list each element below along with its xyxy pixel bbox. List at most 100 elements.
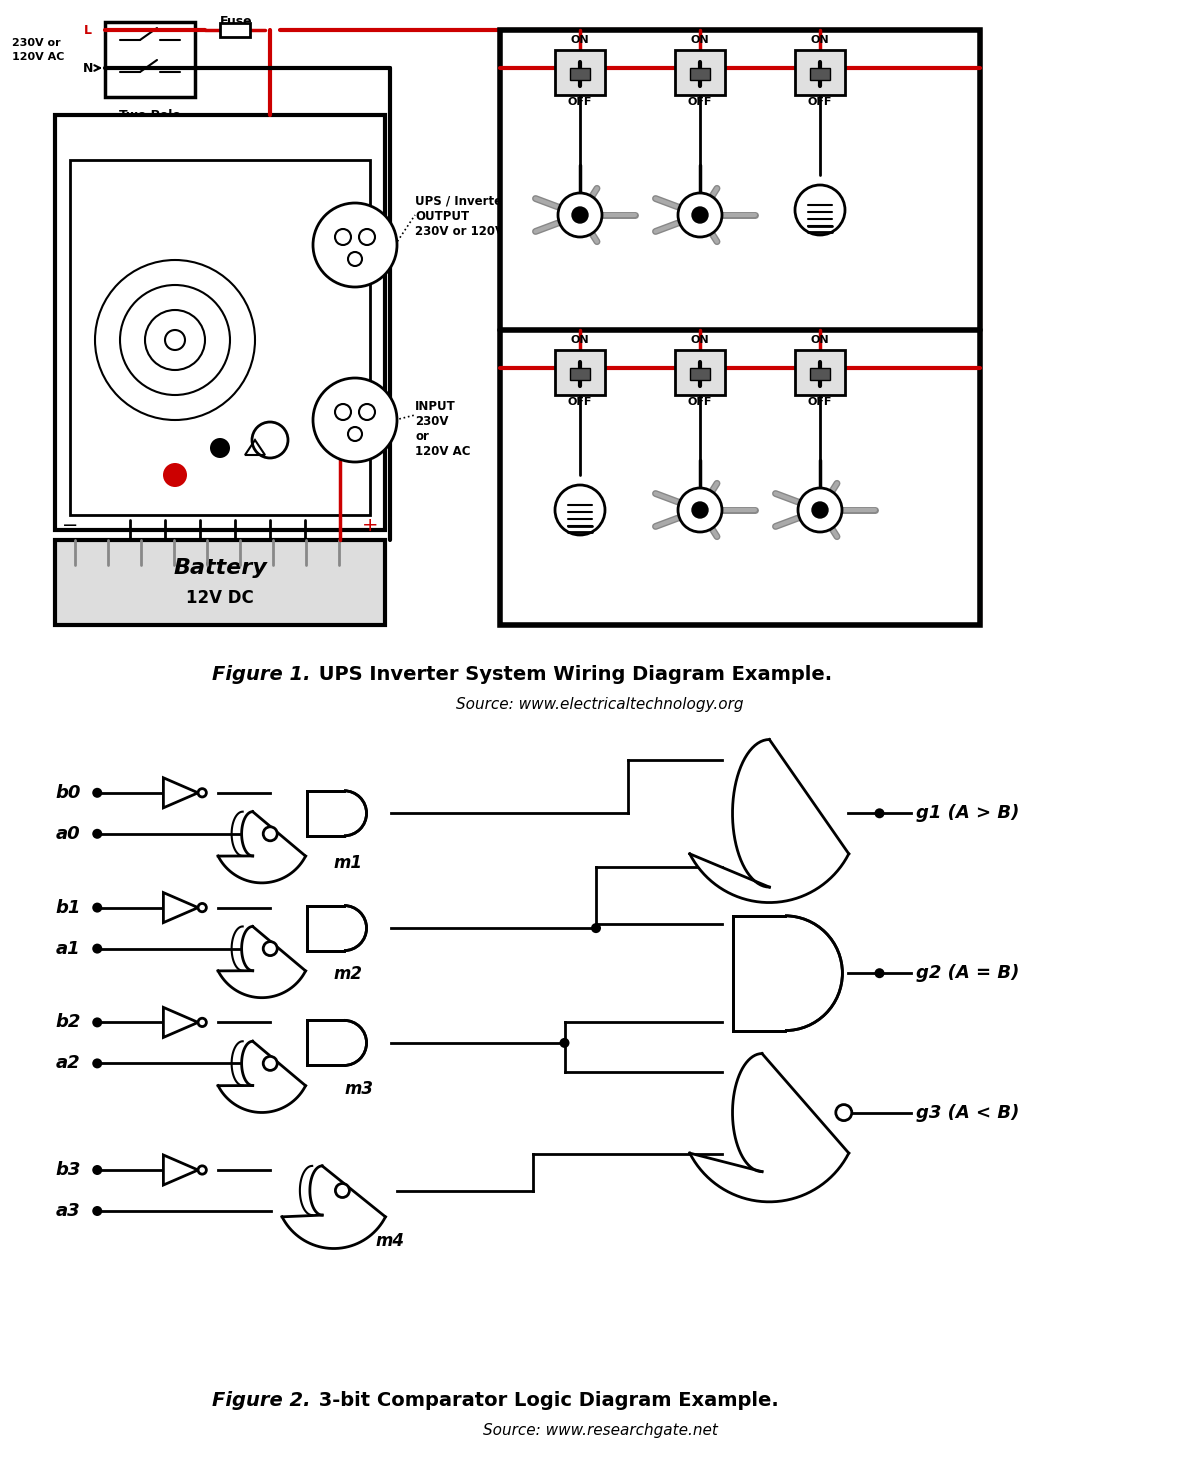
- Polygon shape: [690, 739, 848, 903]
- Text: a2: a2: [55, 1055, 80, 1072]
- Text: OFF: OFF: [568, 97, 592, 108]
- Text: b0: b0: [55, 784, 80, 801]
- Text: m2: m2: [334, 965, 362, 982]
- Text: +: +: [361, 516, 378, 535]
- Text: a3: a3: [55, 1202, 80, 1220]
- Circle shape: [678, 488, 722, 532]
- Circle shape: [92, 829, 102, 838]
- Circle shape: [796, 186, 845, 236]
- Text: a1: a1: [55, 940, 80, 957]
- Text: Figure 2.: Figure 2.: [211, 1391, 310, 1410]
- Text: OFF: OFF: [688, 398, 712, 407]
- Circle shape: [335, 1183, 349, 1198]
- Text: 230V or: 230V or: [12, 38, 61, 49]
- Circle shape: [348, 252, 362, 267]
- Text: g2 (A = B): g2 (A = B): [917, 965, 1020, 982]
- Bar: [796, 50, 845, 94]
- Text: Fuse: Fuse: [220, 15, 253, 28]
- Circle shape: [198, 788, 206, 797]
- Text: OFF: OFF: [808, 97, 832, 108]
- Polygon shape: [163, 893, 198, 922]
- Polygon shape: [282, 1167, 385, 1249]
- Text: ON: ON: [691, 334, 709, 345]
- Circle shape: [692, 502, 708, 518]
- Polygon shape: [218, 1041, 306, 1112]
- Text: a0: a0: [55, 825, 80, 843]
- Polygon shape: [163, 778, 198, 807]
- Polygon shape: [163, 1008, 198, 1037]
- Bar: [674, 50, 725, 94]
- Polygon shape: [163, 1155, 198, 1184]
- Circle shape: [145, 309, 205, 370]
- Circle shape: [359, 228, 374, 245]
- Bar: [55, 115, 385, 530]
- Bar: [220, 24, 250, 37]
- Text: m4: m4: [376, 1231, 404, 1249]
- Circle shape: [92, 1018, 102, 1027]
- Text: Source: www.researchgate.net: Source: www.researchgate.net: [482, 1423, 718, 1438]
- Text: ON: ON: [691, 35, 709, 46]
- Circle shape: [559, 1038, 570, 1047]
- Text: Switch: Switch: [127, 124, 173, 136]
- Polygon shape: [344, 906, 366, 950]
- Circle shape: [163, 463, 187, 488]
- Text: ON: ON: [811, 334, 829, 345]
- Text: −: −: [62, 516, 78, 535]
- Text: ON: ON: [571, 35, 589, 46]
- Circle shape: [678, 193, 722, 237]
- Circle shape: [92, 1165, 102, 1175]
- Circle shape: [263, 941, 277, 956]
- Text: b1: b1: [55, 899, 80, 916]
- Circle shape: [335, 228, 352, 245]
- Circle shape: [812, 502, 828, 518]
- Circle shape: [198, 1165, 206, 1174]
- Text: 120V AC: 120V AC: [12, 52, 65, 62]
- Circle shape: [836, 1105, 852, 1121]
- Circle shape: [313, 379, 397, 463]
- Circle shape: [554, 485, 605, 535]
- Bar: [690, 368, 710, 380]
- Circle shape: [92, 1059, 102, 1068]
- Text: UPS Inverter System Wiring Diagram Example.: UPS Inverter System Wiring Diagram Examp…: [312, 666, 832, 685]
- Circle shape: [313, 203, 397, 287]
- Circle shape: [875, 809, 884, 819]
- Text: Figure 1.: Figure 1.: [211, 666, 310, 685]
- Circle shape: [875, 968, 884, 978]
- Circle shape: [210, 437, 230, 458]
- Bar: [570, 68, 590, 80]
- Text: g1 (A > B): g1 (A > B): [917, 804, 1020, 822]
- Circle shape: [263, 826, 277, 841]
- Circle shape: [252, 421, 288, 458]
- Polygon shape: [344, 1021, 366, 1065]
- Circle shape: [558, 193, 602, 237]
- Circle shape: [335, 404, 352, 420]
- Text: N: N: [83, 62, 94, 75]
- Text: INPUT: INPUT: [415, 401, 456, 412]
- Circle shape: [198, 1018, 206, 1027]
- Text: g3 (A < B): g3 (A < B): [917, 1103, 1020, 1121]
- Bar: [674, 351, 725, 395]
- Circle shape: [95, 261, 256, 420]
- Text: Battery: Battery: [173, 558, 266, 577]
- Text: or: or: [415, 430, 428, 443]
- Bar: [500, 29, 980, 625]
- Circle shape: [92, 788, 102, 798]
- Bar: [55, 541, 385, 625]
- Polygon shape: [785, 916, 842, 1031]
- Circle shape: [198, 903, 206, 912]
- Bar: [810, 368, 830, 380]
- Text: m3: m3: [344, 1080, 373, 1097]
- Text: b3: b3: [55, 1161, 80, 1178]
- Circle shape: [263, 1056, 277, 1071]
- Circle shape: [92, 1206, 102, 1217]
- Bar: [810, 68, 830, 80]
- Circle shape: [359, 404, 374, 420]
- Text: Two Pole: Two Pole: [119, 109, 181, 122]
- Bar: [796, 351, 845, 395]
- Text: OUTPUT: OUTPUT: [415, 211, 469, 222]
- Text: UPS / Inverter: UPS / Inverter: [415, 194, 508, 208]
- Bar: [106, 22, 194, 97]
- Bar: [554, 351, 605, 395]
- Polygon shape: [344, 791, 366, 835]
- Text: b2: b2: [55, 1013, 80, 1031]
